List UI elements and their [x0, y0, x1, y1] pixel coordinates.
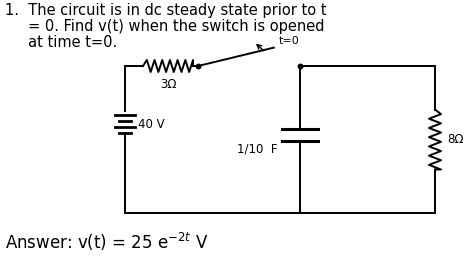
Text: 40 V: 40 V: [138, 118, 164, 131]
Text: Answer: v(t) = 25 e$^{-2t}$ V: Answer: v(t) = 25 e$^{-2t}$ V: [5, 231, 209, 253]
Text: t=0: t=0: [279, 36, 300, 46]
Text: 1.  The circuit is in dc steady state prior to t: 1. The circuit is in dc steady state pri…: [5, 3, 327, 18]
Text: at time t=0.: at time t=0.: [5, 35, 117, 50]
Text: 1/10  F: 1/10 F: [237, 142, 278, 155]
Text: 3Ω: 3Ω: [160, 78, 176, 91]
Text: = 0. Find v(t) when the switch is opened: = 0. Find v(t) when the switch is opened: [5, 19, 325, 34]
Text: 8Ω: 8Ω: [447, 133, 464, 146]
